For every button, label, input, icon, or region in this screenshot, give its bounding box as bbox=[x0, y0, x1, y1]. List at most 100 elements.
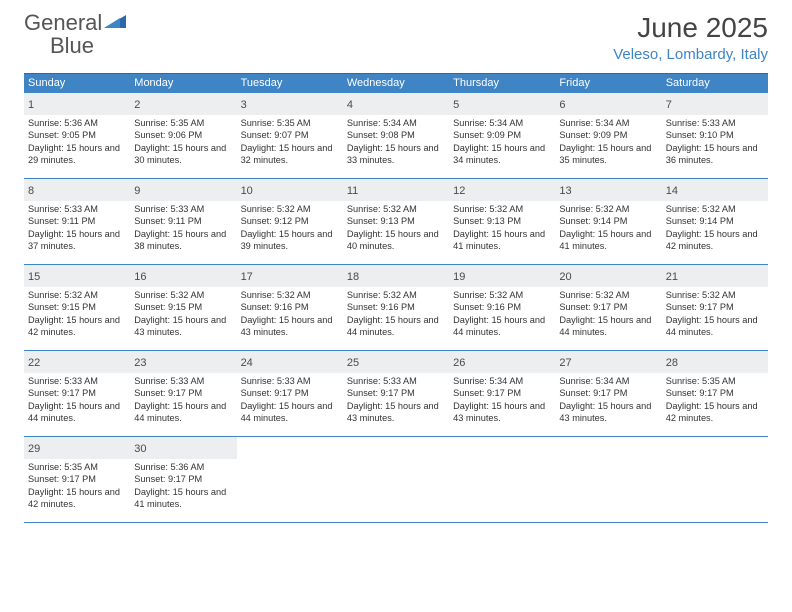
day-body: Sunrise: 5:32 AMSunset: 9:15 PMDaylight:… bbox=[24, 287, 130, 343]
sunrise-line: Sunrise: 5:34 AM bbox=[453, 375, 551, 387]
day-number: 4 bbox=[347, 99, 353, 111]
day-cell bbox=[237, 437, 343, 522]
day-number: 15 bbox=[28, 271, 40, 283]
location: Veleso, Lombardy, Italy bbox=[613, 46, 768, 63]
day-number: 27 bbox=[559, 357, 571, 369]
day-body: Sunrise: 5:33 AMSunset: 9:17 PMDaylight:… bbox=[130, 373, 236, 429]
daylight-line: Daylight: 15 hours and 38 minutes. bbox=[134, 228, 232, 253]
week-row: 8Sunrise: 5:33 AMSunset: 9:11 PMDaylight… bbox=[24, 179, 768, 265]
day-body: Sunrise: 5:35 AMSunset: 9:17 PMDaylight:… bbox=[662, 373, 768, 429]
sunrise-line: Sunrise: 5:36 AM bbox=[134, 461, 232, 473]
day-cell: 6Sunrise: 5:34 AMSunset: 9:09 PMDaylight… bbox=[555, 93, 661, 178]
sunset-line: Sunset: 9:10 PM bbox=[666, 129, 764, 141]
sunset-line: Sunset: 9:13 PM bbox=[347, 215, 445, 227]
header: General Blue June 2025 Veleso, Lombardy,… bbox=[0, 0, 792, 67]
day-body: Sunrise: 5:32 AMSunset: 9:16 PMDaylight:… bbox=[343, 287, 449, 343]
sunset-line: Sunset: 9:16 PM bbox=[347, 301, 445, 313]
daylight-line: Daylight: 15 hours and 44 minutes. bbox=[134, 400, 232, 425]
day-number-row: 5 bbox=[449, 93, 555, 115]
sunrise-line: Sunrise: 5:34 AM bbox=[453, 117, 551, 129]
day-cell bbox=[343, 437, 449, 522]
sunrise-line: Sunrise: 5:33 AM bbox=[134, 375, 232, 387]
sunset-line: Sunset: 9:17 PM bbox=[241, 387, 339, 399]
sunset-line: Sunset: 9:17 PM bbox=[453, 387, 551, 399]
day-body: Sunrise: 5:33 AMSunset: 9:17 PMDaylight:… bbox=[343, 373, 449, 429]
daylight-line: Daylight: 15 hours and 44 minutes. bbox=[453, 314, 551, 339]
day-cell: 11Sunrise: 5:32 AMSunset: 9:13 PMDayligh… bbox=[343, 179, 449, 264]
day-number: 25 bbox=[347, 357, 359, 369]
day-body: Sunrise: 5:32 AMSunset: 9:17 PMDaylight:… bbox=[555, 287, 661, 343]
day-number: 9 bbox=[134, 185, 140, 197]
daylight-line: Daylight: 15 hours and 40 minutes. bbox=[347, 228, 445, 253]
day-number: 18 bbox=[347, 271, 359, 283]
daylight-line: Daylight: 15 hours and 44 minutes. bbox=[28, 400, 126, 425]
day-cell: 12Sunrise: 5:32 AMSunset: 9:13 PMDayligh… bbox=[449, 179, 555, 264]
day-cell: 18 Sunrise: 5:32 AMSunset: 9:16 PMDayligh… bbox=[343, 265, 449, 350]
day-number: 17 bbox=[241, 271, 253, 283]
day-body: Sunrise: 5:32 AMSunset: 9:16 PMDaylight:… bbox=[237, 287, 343, 343]
sunrise-line: Sunrise: 5:35 AM bbox=[28, 461, 126, 473]
day-body: Sunrise: 5:33 AMSunset: 9:11 PMDaylight:… bbox=[130, 201, 236, 257]
day-cell: 4Sunrise: 5:34 AMSunset: 9:08 PMDaylight… bbox=[343, 93, 449, 178]
day-number-row: 18 bbox=[343, 265, 449, 287]
sunset-line: Sunset: 9:17 PM bbox=[347, 387, 445, 399]
week-row: 15Sunrise: 5:32 AMSunset: 9:15 PMDayligh… bbox=[24, 265, 768, 351]
sunset-line: Sunset: 9:08 PM bbox=[347, 129, 445, 141]
sunrise-line: Sunrise: 5:33 AM bbox=[241, 375, 339, 387]
daylight-line: Daylight: 15 hours and 42 minutes. bbox=[666, 228, 764, 253]
daylight-line: Daylight: 15 hours and 44 minutes. bbox=[666, 314, 764, 339]
day-number: 21 bbox=[666, 271, 678, 283]
day-cell: 2Sunrise: 5:35 AMSunset: 9:06 PMDaylight… bbox=[130, 93, 236, 178]
sunrise-line: Sunrise: 5:33 AM bbox=[347, 375, 445, 387]
sunset-line: Sunset: 9:17 PM bbox=[666, 387, 764, 399]
day-number: 12 bbox=[453, 185, 465, 197]
sunset-line: Sunset: 9:14 PM bbox=[666, 215, 764, 227]
day-body: Sunrise: 5:36 AMSunset: 9:05 PMDaylight:… bbox=[24, 115, 130, 171]
day-number: 29 bbox=[28, 443, 40, 455]
day-body: Sunrise: 5:32 AMSunset: 9:15 PMDaylight:… bbox=[130, 287, 236, 343]
sunrise-line: Sunrise: 5:36 AM bbox=[28, 117, 126, 129]
day-number-row: 23 bbox=[130, 351, 236, 373]
sunset-line: Sunset: 9:09 PM bbox=[559, 129, 657, 141]
day-body: Sunrise: 5:32 AMSunset: 9:14 PMDaylight:… bbox=[662, 201, 768, 257]
daylight-line: Daylight: 15 hours and 44 minutes. bbox=[559, 314, 657, 339]
sunrise-line: Sunrise: 5:34 AM bbox=[559, 375, 657, 387]
sunset-line: Sunset: 9:11 PM bbox=[134, 215, 232, 227]
day-cell: 22Sunrise: 5:33 AMSunset: 9:17 PMDayligh… bbox=[24, 351, 130, 436]
day-number-row: 16 bbox=[130, 265, 236, 287]
day-body: Sunrise: 5:34 AMSunset: 9:17 PMDaylight:… bbox=[449, 373, 555, 429]
daylight-line: Daylight: 15 hours and 37 minutes. bbox=[28, 228, 126, 253]
sunset-line: Sunset: 9:14 PM bbox=[559, 215, 657, 227]
daylight-line: Daylight: 15 hours and 30 minutes. bbox=[134, 142, 232, 167]
daylight-line: Daylight: 15 hours and 42 minutes. bbox=[28, 314, 126, 339]
day-body: Sunrise: 5:33 AMSunset: 9:10 PMDaylight:… bbox=[662, 115, 768, 171]
sunrise-line: Sunrise: 5:33 AM bbox=[28, 203, 126, 215]
day-cell: 21Sunrise: 5:32 AMSunset: 9:17 PMDayligh… bbox=[662, 265, 768, 350]
day-number-row: 12 bbox=[449, 179, 555, 201]
day-cell: 13Sunrise: 5:32 AMSunset: 9:14 PMDayligh… bbox=[555, 179, 661, 264]
day-number: 24 bbox=[241, 357, 253, 369]
dow-tuesday: Tuesday bbox=[237, 74, 343, 93]
day-number-row: 8 bbox=[24, 179, 130, 201]
daylight-line: Daylight: 15 hours and 43 minutes. bbox=[241, 314, 339, 339]
day-cell: 3Sunrise: 5:35 AMSunset: 9:07 PMDaylight… bbox=[237, 93, 343, 178]
day-cell: 15 Sunrise: 5:32 AMSunset: 9:15 PMDayligh… bbox=[24, 265, 130, 350]
sunset-line: Sunset: 9:15 PM bbox=[134, 301, 232, 313]
day-number: 19 bbox=[453, 271, 465, 283]
day-body: Sunrise: 5:36 AMSunset: 9:17 PMDaylight:… bbox=[130, 459, 236, 515]
day-number-row: 6 bbox=[555, 93, 661, 115]
daylight-line: Daylight: 15 hours and 43 minutes. bbox=[134, 314, 232, 339]
sunset-line: Sunset: 9:11 PM bbox=[28, 215, 126, 227]
day-number-row: 7 bbox=[662, 93, 768, 115]
dow-row: Sunday Monday Tuesday Wednesday Thursday… bbox=[24, 73, 768, 93]
weeks-container: 1Sunrise: 5:36 AMSunset: 9:05 PMDaylight… bbox=[24, 93, 768, 523]
calendar: Sunday Monday Tuesday Wednesday Thursday… bbox=[24, 73, 768, 523]
day-number-row: 1 bbox=[24, 93, 130, 115]
sunrise-line: Sunrise: 5:32 AM bbox=[666, 289, 764, 301]
day-cell: 9 Sunrise: 5:33 AMSunset: 9:11 PMDaylight… bbox=[130, 179, 236, 264]
day-cell: 29Sunrise: 5:35 AMSunset: 9:17 PMDayligh… bbox=[24, 437, 130, 522]
day-number-row: 4 bbox=[343, 93, 449, 115]
daylight-line: Daylight: 15 hours and 43 minutes. bbox=[453, 400, 551, 425]
logo-text-blue: Blue bbox=[50, 33, 94, 58]
daylight-line: Daylight: 15 hours and 33 minutes. bbox=[347, 142, 445, 167]
